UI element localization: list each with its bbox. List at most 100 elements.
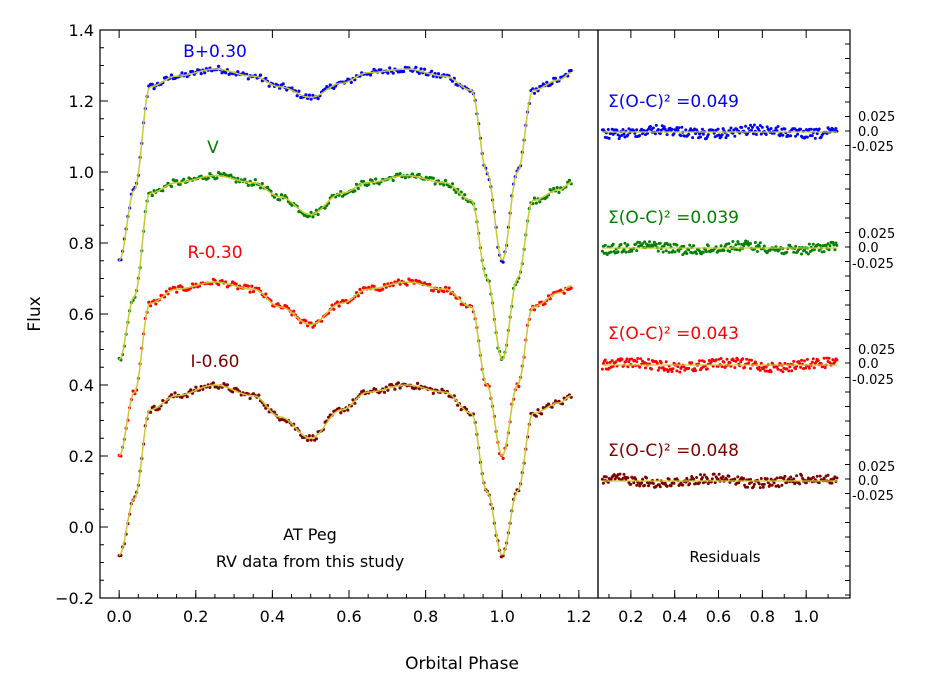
residual-point [698,359,701,363]
residual-point [643,483,647,487]
residual-point [611,242,615,246]
residual-point [622,248,626,252]
data-point [285,304,289,308]
residual-point [617,137,621,141]
residual-point [752,485,755,489]
data-point [388,66,392,70]
data-point [307,93,311,97]
residual-point [643,240,647,244]
residual-point [626,133,630,137]
data-point [297,89,301,93]
residual-point [764,365,768,369]
residual-point [651,482,655,485]
light-curve-axes-frame [99,29,599,599]
residual-point [783,474,787,478]
residual-point [817,127,821,131]
resid-x-tick-label: 0.2 [618,607,643,626]
residual-point [656,128,660,131]
y-axis-label: Flux [25,296,45,331]
data-point [354,182,359,186]
data-point [370,179,374,183]
residual-point [673,250,677,254]
residual-point [654,123,658,127]
data-point [149,304,153,308]
left-axis-ticks: 0.0 0.2 0.4 0.6 0.8 1.0 1.2 −0.2 0.0 0.2 0.4 0.6 0.8… [55,21,599,626]
residual-point [762,244,766,248]
data-point [175,179,179,183]
residual-point [622,472,626,476]
residual-point [758,486,762,490]
data-point [290,86,294,90]
residual-point [770,483,774,487]
data-point [217,64,221,68]
residual-point [626,476,630,480]
residual-point [720,133,724,137]
residual-point [706,244,710,248]
fit-line [118,281,572,457]
residual-point [630,249,634,253]
data-point [316,97,320,101]
x-tick-label: 0.8 [413,607,438,626]
residual-point [603,243,607,247]
y-tick-label: 1.2 [69,92,94,111]
residual-point [656,249,660,253]
residual-point [799,127,803,131]
residual-point [649,128,653,132]
data-point [272,410,277,414]
data-point [152,87,156,91]
residual-point [726,133,730,137]
data-point [229,173,233,177]
residual-point [634,242,638,246]
residual-point [835,243,839,247]
residual-point [740,126,744,129]
residual-point [672,132,676,135]
data-point [224,71,228,75]
data-point [339,411,343,415]
residual-point [781,133,785,137]
light-curve-series [117,64,573,559]
residual-point [830,481,834,485]
resid-tick-upper-r: 0.025 [858,343,895,358]
residual-point [613,477,617,481]
residual-point [832,243,836,247]
residual-axis-ticks: 0.2 0.4 0.6 0.8 1.0 [608,30,850,626]
resid-tick-upper-i: 0.025 [858,460,895,475]
data-point [382,390,386,394]
residual-point [783,127,787,131]
x-tick-label: 1.0 [490,607,515,626]
data-point [203,71,207,75]
residual-point [657,366,661,370]
residual-point [677,126,681,130]
residual-point [807,366,811,370]
residual-point [749,367,752,370]
residual-point [675,369,679,373]
residual-point [659,361,663,365]
resid-tick-lower-b: -0.025 [852,140,894,155]
residual-point [743,365,747,369]
data-point [374,177,378,181]
data-point [175,290,179,294]
residual-point [676,128,680,132]
data-point [398,282,402,286]
residual-point [811,475,815,479]
residual-point [755,250,759,253]
residual-point [658,485,662,489]
resid-tick-lower-r: -0.025 [852,373,894,388]
data-point [569,68,573,73]
residual-point [759,477,763,480]
residual-point [706,133,710,137]
residual-point [778,134,782,138]
data-point [386,71,390,75]
y-tick-label: 0.6 [69,305,94,324]
residual-point [835,358,839,362]
residual-point [790,369,794,373]
residual-point [691,136,695,140]
residual-point [787,369,791,373]
residual-point [727,242,731,246]
residual-point [658,241,662,245]
residual-point [811,357,815,361]
data-point [539,412,544,416]
residual-point [609,250,613,254]
residual-point [623,241,627,245]
residual-point [811,242,815,246]
